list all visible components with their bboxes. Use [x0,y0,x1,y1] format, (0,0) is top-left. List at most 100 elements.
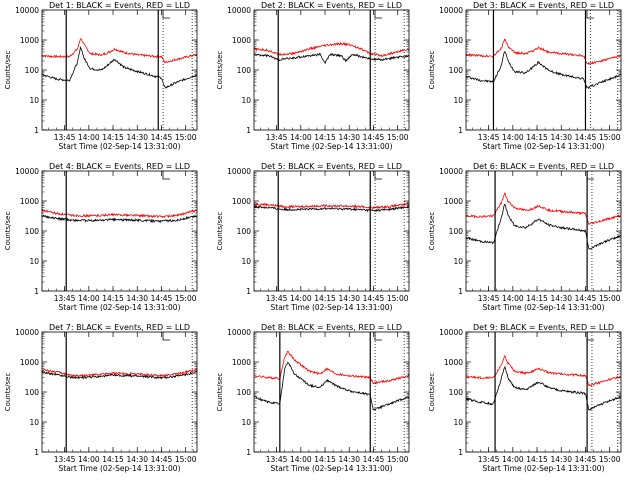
chart-6-xtick-label-5: 14:45 [575,294,597,303]
chart-3-ylabel: Counts/sec [428,51,436,90]
chart-1-bracket-mark [162,10,170,19]
chart-7-title: Det 7: BLACK = Events, RED = LLD [49,323,190,332]
chart-1-frame [41,9,198,131]
chart-9-xtick-label-6: 15:00 [599,455,621,464]
chart-6-xtick-label-6: 15:00 [599,294,621,303]
chart-1-ytick-label-4: 1000 [20,36,39,45]
chart-7-ytick-label-4: 1000 [20,358,39,367]
chart-5-xtick-label-3: 14:15 [314,294,336,303]
chart-3-ytick-label-2: 10 [453,96,463,105]
chart-9-xtick-label-5: 14:45 [575,455,597,464]
chart-9-ytick-label-4: 1000 [444,358,463,367]
chart-8-xtick-label-3: 14:15 [314,455,336,464]
chart-2-xtick-label-6: 15:00 [387,133,409,142]
chart-1-xtick-label-5: 14:45 [151,133,173,142]
chart-5-series-lld [254,201,409,210]
chart-4-xlabel: Start Time (02-Sep-14 13:31:00) [59,303,181,312]
chart-7-xtick-label-3: 14:15 [102,455,124,464]
chart-4-ytick-label-5: 10000 [15,167,39,176]
chart-7-xlabel: Start Time (02-Sep-14 13:31:00) [59,464,181,473]
chart-8-xtick-label-2: 14:00 [290,455,312,464]
chart-4-title: Det 4: BLACK = Events, RED = LLD [49,162,190,171]
chart-5-ytick-label-3: 100 [237,227,252,236]
chart-8-xtick-label-1: 13:45 [266,455,288,464]
chart-9-series-lld [466,355,621,387]
chart-8-bracket-mark [374,332,382,341]
chart-2-xlabel: Start Time (02-Sep-14 13:31:00) [271,142,393,151]
chart-5-ytick-label-2: 10 [241,257,251,266]
chart-9-title: Det 9: BLACK = Events, RED = LLD [473,323,614,332]
chart-8-ytick-label-5: 10000 [227,328,251,337]
chart-3-ytick-label-3: 100 [449,66,464,75]
chart-5-bracket-mark [374,171,382,180]
chart-8-panel: 1 10 100 1000 10000 13:45 14:00 14:15 14:30 14:45… [216,323,410,473]
chart-4-xtick-label-1: 13:45 [54,294,76,303]
chart-1-series-lld [42,38,197,64]
chart-4-xtick-label-6: 15:00 [175,294,197,303]
chart-4-xtick-label-4: 14:30 [126,294,148,303]
chart-5-xtick-label-1: 13:45 [266,294,288,303]
chart-8-ytick-label-1: 1 [246,448,251,457]
chart-1-series-events [42,46,197,89]
chart-5-xtick-label-4: 14:30 [338,294,360,303]
chart-2-ytick-label-1: 1 [246,126,251,135]
chart-7-bracket-mark [162,332,170,341]
chart-7-ytick-label-1: 1 [34,448,39,457]
chart-6-ytick-label-2: 10 [453,257,463,266]
chart-4-ytick-label-4: 1000 [20,197,39,206]
chart-2-xtick-label-4: 14:30 [338,133,360,142]
chart-2-ytick-label-4: 1000 [232,36,251,45]
chart-4-panel: 1 10 100 1000 10000 13:45 14:00 14:15 14:30 14:45… [4,162,198,312]
chart-1-xtick-label-3: 14:15 [102,133,124,142]
chart-8-title: Det 8: BLACK = Events, RED = LLD [261,323,402,332]
chart-2-series-events [254,53,409,65]
chart-3-xlabel: Start Time (02-Sep-14 13:31:00) [483,142,605,151]
chart-4-ytick-label-3: 100 [25,227,40,236]
chart-3-xtick-label-3: 14:15 [526,133,548,142]
chart-6-ylabel: Counts/sec [428,212,436,251]
chart-3-xtick-label-2: 14:00 [502,133,524,142]
chart-4-ytick-label-2: 10 [29,257,39,266]
chart-4-series-lld [42,208,197,219]
chart-9-xtick-label-1: 13:45 [478,455,500,464]
chart-6-xlabel: Start Time (02-Sep-14 13:31:00) [483,303,605,312]
chart-7-series-events [42,370,197,380]
chart-5-ytick-label-4: 1000 [232,197,251,206]
chart-1-ytick-label-1: 1 [34,126,39,135]
chart-1-xtick-label-6: 15:00 [175,133,197,142]
chart-2-ytick-label-3: 100 [237,66,252,75]
chart-3-frame [465,9,622,131]
chart-8-xtick-label-5: 14:45 [363,455,385,464]
chart-3-title: Det 3: BLACK = Events, RED = LLD [473,1,614,10]
chart-6-ytick-label-3: 100 [449,227,464,236]
chart-3-xtick-label-5: 14:45 [575,133,597,142]
chart-6-ytick-label-4: 1000 [444,197,463,206]
chart-2-ytick-label-2: 10 [241,96,251,105]
chart-1-panel: 1 10 100 1000 10000 13:45 14:00 14:15 14:30 14:45… [4,1,198,151]
chart-9-ytick-label-5: 10000 [439,328,463,337]
chart-8-frame [253,331,410,453]
chart-1-ytick-label-5: 10000 [15,6,39,15]
chart-5-xtick-label-6: 15:00 [387,294,409,303]
chart-1-xtick-label-1: 13:45 [54,133,76,142]
chart-1-xlabel: Start Time (02-Sep-14 13:31:00) [59,142,181,151]
chart-6-xtick-label-1: 13:45 [478,294,500,303]
chart-3-ytick-label-4: 1000 [444,36,463,45]
chart-3-xtick-label-4: 14:30 [550,133,572,142]
chart-8-xtick-label-4: 14:30 [338,455,360,464]
chart-1-ylabel: Counts/sec [4,51,12,90]
chart-5-title: Det 5: BLACK = Events, RED = LLD [261,162,402,171]
chart-2-xtick-label-2: 14:00 [290,133,312,142]
chart-5-panel: 1 10 100 1000 10000 13:45 14:00 14:15 14:30 14:45… [216,162,410,312]
chart-2-ytick-label-5: 10000 [227,6,251,15]
chart-6-xtick-label-3: 14:15 [526,294,548,303]
chart-8-ytick-label-4: 1000 [232,358,251,367]
chart-3-series-lld [466,38,621,65]
chart-3-series-events [466,51,621,90]
chart-8-ytick-label-2: 10 [241,418,251,427]
chart-4-xtick-label-3: 14:15 [102,294,124,303]
chart-5-xlabel: Start Time (02-Sep-14 13:31:00) [271,303,393,312]
chart-7-ytick-label-2: 10 [29,418,39,427]
chart-4-bracket-mark [162,171,170,180]
